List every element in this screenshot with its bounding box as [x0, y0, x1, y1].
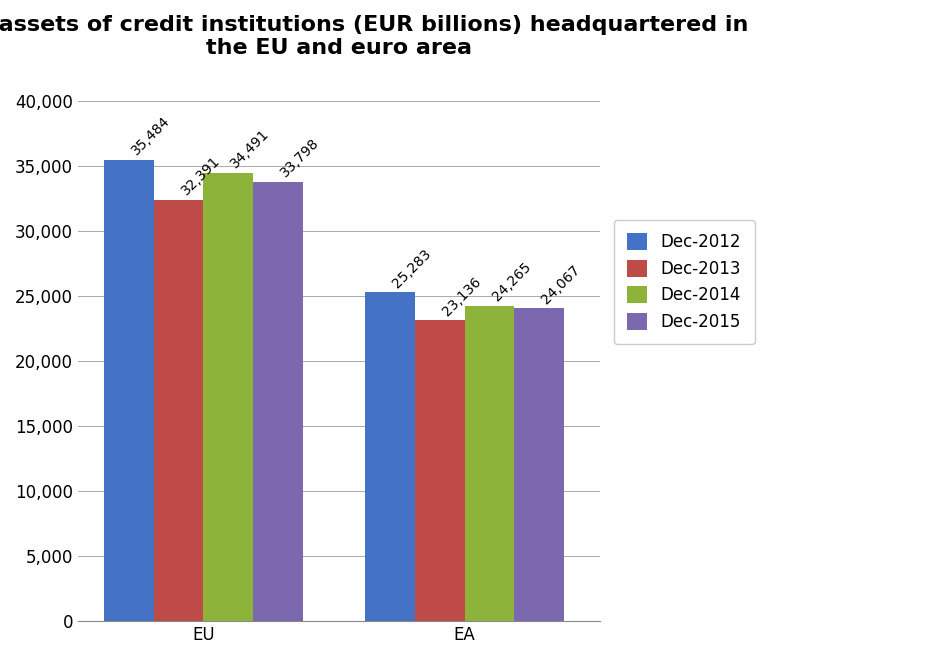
Bar [415, 320, 465, 621]
Text: 32,391: 32,391 [179, 154, 223, 198]
Bar [104, 159, 153, 621]
Text: 24,067: 24,067 [539, 262, 583, 306]
Bar [203, 173, 253, 621]
Bar [515, 308, 564, 621]
Bar [465, 306, 515, 621]
Text: 23,136: 23,136 [439, 274, 484, 318]
Title: Total assets of credit institutions (EUR billions) headquartered in
the EU and e: Total assets of credit institutions (EUR… [0, 15, 748, 58]
Text: 25,283: 25,283 [391, 246, 434, 291]
Text: 35,484: 35,484 [129, 114, 173, 158]
Legend: Dec-2012, Dec-2013, Dec-2014, Dec-2015: Dec-2012, Dec-2013, Dec-2014, Dec-2015 [614, 220, 755, 344]
Text: 24,265: 24,265 [489, 260, 534, 304]
Bar [365, 293, 415, 621]
Bar [253, 182, 303, 621]
Text: 33,798: 33,798 [278, 136, 322, 180]
Bar [153, 200, 203, 621]
Text: 34,491: 34,491 [228, 127, 272, 171]
